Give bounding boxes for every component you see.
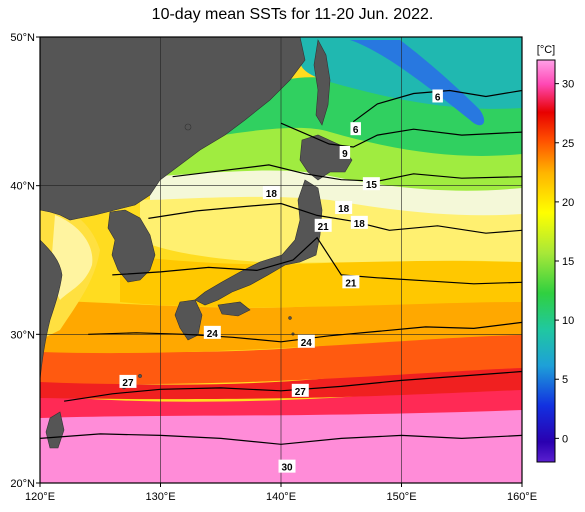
colorbar-tick-label: 0 <box>562 433 568 445</box>
contour-label: 6 <box>350 122 361 136</box>
contour-labels: 6 6 9 15 18 18 18 21 21 24 24 27 27 30 <box>119 89 443 474</box>
land-china-coast <box>40 239 63 381</box>
contour-label-text: 27 <box>122 378 134 389</box>
x-tick-label: 130°E <box>145 491 175 503</box>
contour-label-text: 15 <box>366 180 378 191</box>
contour-label: 27 <box>291 383 309 398</box>
contour-label: 9 <box>339 145 351 160</box>
contour-label: 27 <box>119 374 137 389</box>
contour-label: 18 <box>335 200 353 215</box>
colorbar-tick-label: 5 <box>562 374 568 386</box>
land-korea <box>107 209 156 283</box>
colorbar-unit: [°C] <box>537 44 555 56</box>
contour-label: 21 <box>314 218 332 233</box>
sst-band-2 <box>350 40 485 126</box>
y-tick-label: 40°N <box>10 181 35 193</box>
land-taiwan <box>45 411 65 449</box>
isotherm-15 <box>172 164 522 182</box>
contour-label-text: 18 <box>338 204 350 215</box>
contour-label: 18 <box>262 186 280 200</box>
x-tick-label: 140°E <box>266 491 296 503</box>
contour-label-text: 9 <box>342 149 348 160</box>
contour-label-text: 24 <box>301 338 313 349</box>
y-axis-ticks: 20°N 30°N 40°N 50°N <box>10 32 40 490</box>
isotherm-18 <box>148 202 522 234</box>
colorbar-tick-label: 15 <box>562 256 574 268</box>
contour-label-text: 21 <box>318 222 330 233</box>
contour-label: 24 <box>297 334 315 349</box>
isotherm-6 <box>352 89 522 123</box>
contour-label-text: 30 <box>281 463 293 474</box>
contour-label-text: 18 <box>266 189 278 200</box>
contour-label: 30 <box>278 459 296 474</box>
land-hokkaido <box>299 134 353 181</box>
contour-label-text: 21 <box>345 278 357 289</box>
contour-label: 6 <box>432 89 443 103</box>
colorbar-tick-label: 30 <box>562 79 574 91</box>
colorbar-ticks: 0 5 10 15 20 25 30 <box>555 79 574 445</box>
land-kyushu <box>174 299 203 341</box>
x-axis-ticks: 120°E 130°E 140°E 150°E 160°E <box>25 483 537 503</box>
contour-label-text: 18 <box>354 219 366 230</box>
isotherm-21 <box>112 236 522 285</box>
contour-label: 15 <box>362 177 380 191</box>
contour-label: 18 <box>350 215 368 230</box>
land-mainland <box>40 37 306 221</box>
contour-label-text: 27 <box>295 387 307 398</box>
x-tick-label: 160°E <box>507 491 537 503</box>
isotherm-9 <box>280 122 522 148</box>
colorbar-tick-label: 20 <box>562 197 574 209</box>
x-tick-label: 120°E <box>25 491 55 503</box>
contour-label-text: 24 <box>207 329 219 340</box>
chart-title: 10-day mean SSTs for 11-20 Jun. 2022. <box>151 6 434 23</box>
sst-band-15 <box>150 169 522 216</box>
colorbar <box>536 59 556 463</box>
contour-label: 21 <box>342 275 360 289</box>
y-tick-label: 30°N <box>10 329 35 341</box>
land <box>40 37 353 449</box>
map-body <box>40 37 522 483</box>
y-tick-label: 20°N <box>10 478 35 490</box>
contour-label-text: 6 <box>353 125 359 136</box>
grid <box>40 37 522 483</box>
colorbar-tick-label: 10 <box>562 315 574 327</box>
land-shikoku <box>217 301 251 317</box>
isotherm-30 <box>40 433 522 445</box>
isotherm-27 <box>64 370 522 402</box>
contour-label: 24 <box>203 325 221 340</box>
land-honshu <box>194 179 323 306</box>
x-tick-label: 150°E <box>386 491 416 503</box>
y-tick-label: 50°N <box>10 32 35 44</box>
land-sakhalin <box>313 39 331 126</box>
colorbar-tick-label: 25 <box>562 138 574 150</box>
contour-label-text: 6 <box>435 92 441 103</box>
